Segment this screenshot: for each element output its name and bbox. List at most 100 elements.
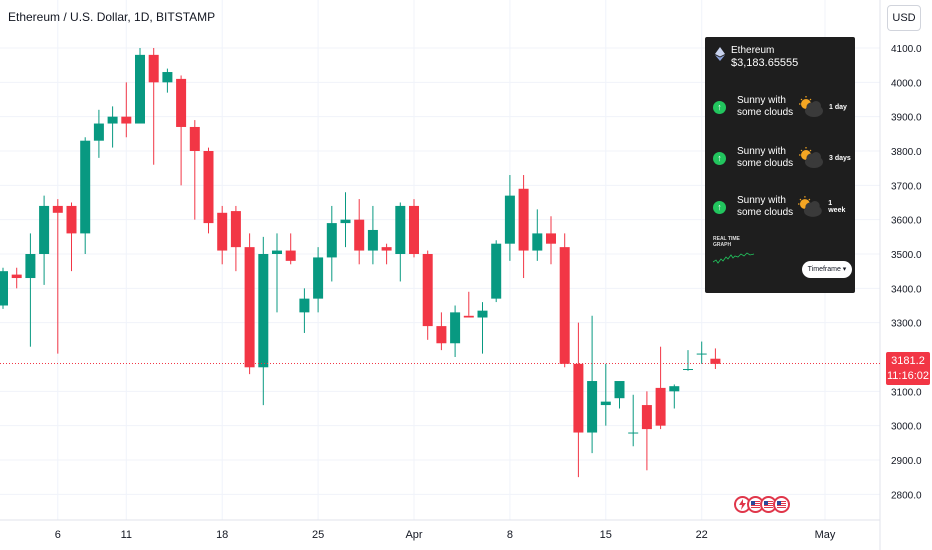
candle-body <box>258 253 269 368</box>
forecast-text: Sunny with some clouds <box>737 146 794 169</box>
candle-body <box>148 54 159 83</box>
price-tick-label: 4000.0 <box>891 78 922 89</box>
widget-asset-price: $3,183.65555 <box>731 57 799 69</box>
price-tick-label: 3500.0 <box>891 250 922 261</box>
candle-body <box>25 253 36 279</box>
timeframe-button[interactable]: Timeframe ▾ <box>802 261 852 278</box>
candle-body <box>559 247 570 364</box>
arrow-up-icon: ↑ <box>713 151 726 165</box>
candle-body <box>217 212 228 251</box>
time-tick-label: 25 <box>312 529 324 541</box>
candle-body <box>395 205 406 254</box>
forecast-text: Sunny with some clouds <box>737 95 794 118</box>
candle-body <box>203 150 214 224</box>
candle-body <box>93 123 104 141</box>
candle-body <box>518 188 529 251</box>
forecast-period: 3 days <box>829 154 851 162</box>
candle-body <box>135 54 145 124</box>
candle-body <box>600 401 611 406</box>
candle-body <box>683 369 693 371</box>
candle-body <box>313 257 324 299</box>
candle-body <box>669 386 680 392</box>
price-tick-label: 3600.0 <box>891 216 922 227</box>
realtime-sparkline <box>713 252 755 264</box>
bar-countdown: 11:16:02 <box>886 370 929 382</box>
candle-body <box>696 353 707 355</box>
price-tick-label: 3800.0 <box>891 147 922 158</box>
forecast-widget: Ethereum $3,183.65555 ↑ Sunny with some … <box>705 37 855 293</box>
time-tick-label: 11 <box>121 529 132 541</box>
candle-body <box>285 250 296 261</box>
candle-body <box>272 250 282 254</box>
price-tick-label: 2800.0 <box>891 490 922 501</box>
price-tick-label: 3000.0 <box>891 422 922 433</box>
candle-body <box>299 298 310 313</box>
candle-body <box>532 233 543 251</box>
candle-body <box>628 432 639 434</box>
candle-body <box>436 326 447 344</box>
sun-cloud-icon <box>799 96 823 117</box>
time-tick-label: 8 <box>507 529 513 541</box>
time-tick-label: 22 <box>696 529 708 541</box>
candle-body <box>66 205 77 234</box>
candle-body <box>587 381 598 433</box>
candle-body <box>230 211 241 248</box>
events-markers <box>734 496 790 513</box>
widget-asset-name: Ethereum <box>731 45 775 56</box>
candle-body <box>367 229 378 251</box>
candle-body <box>504 195 515 244</box>
ethereum-icon <box>715 47 725 61</box>
currency-button[interactable]: USD <box>887 5 921 31</box>
candle-body <box>409 205 419 254</box>
candle-body <box>162 72 173 83</box>
candle-body <box>107 116 118 124</box>
price-tick-label: 2900.0 <box>891 456 922 467</box>
price-tick-label: 3100.0 <box>891 387 922 398</box>
realtime-graph-label: REAL TIME GRAPH <box>713 236 740 248</box>
time-tick-label: 15 <box>600 529 612 541</box>
candle-body <box>614 381 625 399</box>
price-tick-label: 3300.0 <box>891 319 922 330</box>
forecast-period: 1 day <box>829 103 847 111</box>
candle-body <box>340 219 351 224</box>
candle-body <box>121 116 132 124</box>
realtime-label-line1: REAL TIME <box>713 236 740 242</box>
current-price-value: 3181.2 <box>891 355 925 367</box>
us-flag-event-icon[interactable] <box>760 496 777 513</box>
candle-body <box>326 223 337 258</box>
candle-body <box>39 205 50 254</box>
candle-body <box>189 126 200 151</box>
candle-body <box>641 405 652 430</box>
candle-body <box>477 310 488 318</box>
forecast-period: 1 week <box>828 200 846 214</box>
forecast-row-1day: ↑ Sunny with some clouds 1 day <box>713 92 851 122</box>
candle-body <box>52 205 63 213</box>
realtime-label-line2: GRAPH <box>713 242 732 248</box>
candle-body <box>244 247 255 368</box>
sun-cloud-icon <box>799 147 823 168</box>
price-tick-label: 3700.0 <box>891 181 922 192</box>
widget-header: Ethereum $3,183.65555 <box>715 45 798 70</box>
candle-body <box>354 219 365 251</box>
time-tick-label: 6 <box>55 529 61 541</box>
candle-body <box>381 247 392 251</box>
price-tick-label: 3900.0 <box>891 113 922 124</box>
candle-body <box>655 387 666 426</box>
arrow-up-icon: ↑ <box>713 200 726 214</box>
time-tick-label: 18 <box>216 529 228 541</box>
sun-cloud-icon <box>798 196 823 217</box>
candle-body <box>80 140 91 234</box>
forecast-row-1week: ↑ Sunny with some clouds 1 week <box>713 192 851 222</box>
candle-body <box>0 271 8 306</box>
candle-body <box>176 78 187 127</box>
forecast-text: Sunny with some clouds <box>737 195 794 218</box>
candle-body <box>491 243 502 299</box>
price-tick-label: 3400.0 <box>891 284 922 295</box>
candle-body <box>710 358 721 364</box>
candle-body <box>546 233 556 244</box>
current-price-tag: 3181.2 11:16:02 <box>886 352 930 385</box>
time-tick-label: Apr <box>405 529 422 541</box>
symbol-title: Ethereum / U.S. Dollar, 1D, BITSTAMP <box>8 10 216 24</box>
us-flag-event-icon[interactable] <box>773 496 790 513</box>
